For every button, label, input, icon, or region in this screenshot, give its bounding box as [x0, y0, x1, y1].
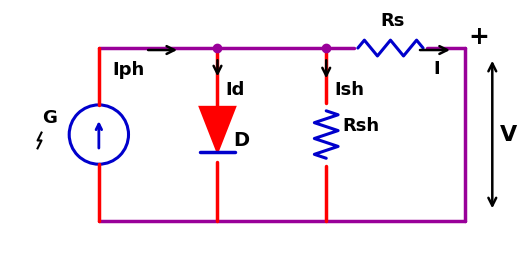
Text: Rsh: Rsh	[342, 117, 379, 135]
Text: Id: Id	[225, 81, 245, 99]
Polygon shape	[200, 107, 235, 152]
Text: G: G	[42, 109, 57, 127]
Text: Iph: Iph	[113, 61, 145, 79]
Text: Rs: Rs	[380, 12, 405, 30]
Text: D: D	[234, 131, 250, 150]
Text: +: +	[469, 25, 489, 49]
Text: I: I	[433, 60, 440, 78]
Text: Ish: Ish	[334, 81, 364, 99]
Text: V: V	[500, 125, 517, 145]
